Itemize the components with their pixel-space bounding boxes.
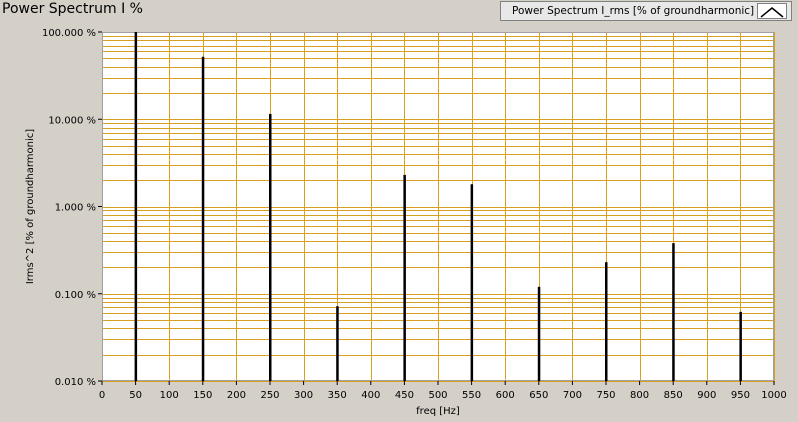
x-tick-label: 700 <box>563 390 582 401</box>
plot-frame <box>102 32 774 381</box>
y-tick-label: 10.000 % <box>48 115 96 126</box>
x-tick-label: 800 <box>630 390 649 401</box>
x-tick-label: 0 <box>99 390 105 401</box>
bar <box>739 311 742 381</box>
x-tick-label: 450 <box>395 390 414 401</box>
x-tick-label: 750 <box>596 390 615 401</box>
y-axis-ticks: 0.010 % 0.100 % 1.000 % 10.000 % 100.000 % <box>42 28 102 388</box>
y-tick-label: 100.000 % <box>42 28 96 39</box>
x-tick-label: 500 <box>428 390 447 401</box>
x-tick-label: 600 <box>496 390 515 401</box>
y-axis-label: Irms^2 [% of groundharmonic] <box>25 129 36 284</box>
x-tick-label: 650 <box>529 390 548 401</box>
bar <box>269 113 272 382</box>
x-tick-label: 200 <box>227 390 246 401</box>
bars <box>134 32 742 382</box>
y-tick-label: 1.000 % <box>55 203 96 214</box>
bar <box>470 184 474 381</box>
chart-title: Power Spectrum I % <box>2 1 143 17</box>
legend-series-label: Power Spectrum I_rms [% of groundharmoni… <box>512 5 755 17</box>
x-tick-label: 850 <box>664 390 683 401</box>
y-tick-label: 0.010 % <box>55 377 96 388</box>
x-tick-label: 300 <box>294 390 313 401</box>
bar <box>201 56 205 381</box>
x-tick-label: 150 <box>193 390 212 401</box>
x-tick-label: 900 <box>697 390 716 401</box>
x-tick-label: 1000 <box>761 390 786 401</box>
bar <box>672 243 675 381</box>
y-tick-label: 0.100 % <box>55 290 96 301</box>
bar <box>605 262 608 381</box>
x-tick-label: 350 <box>328 390 347 401</box>
x-tick-label: 250 <box>260 390 279 401</box>
bar <box>537 286 541 381</box>
x-tick-label: 400 <box>361 390 380 401</box>
bar <box>403 174 406 381</box>
legend: Power Spectrum I_rms [% of groundharmoni… <box>500 1 792 21</box>
x-axis-label: freq [Hz] <box>416 406 460 417</box>
bar <box>134 32 138 381</box>
x-tick-label: 550 <box>462 390 481 401</box>
x-tick-label: 950 <box>731 390 750 401</box>
legend-line-swatch-icon[interactable] <box>757 3 787 19</box>
x-tick-label: 100 <box>160 390 179 401</box>
bar <box>336 306 339 381</box>
x-axis-ticks: 0 50 100 150 200 250 300 350 400 450 500 550 600 650 7… <box>99 381 787 401</box>
x-tick-label: 50 <box>129 390 142 401</box>
